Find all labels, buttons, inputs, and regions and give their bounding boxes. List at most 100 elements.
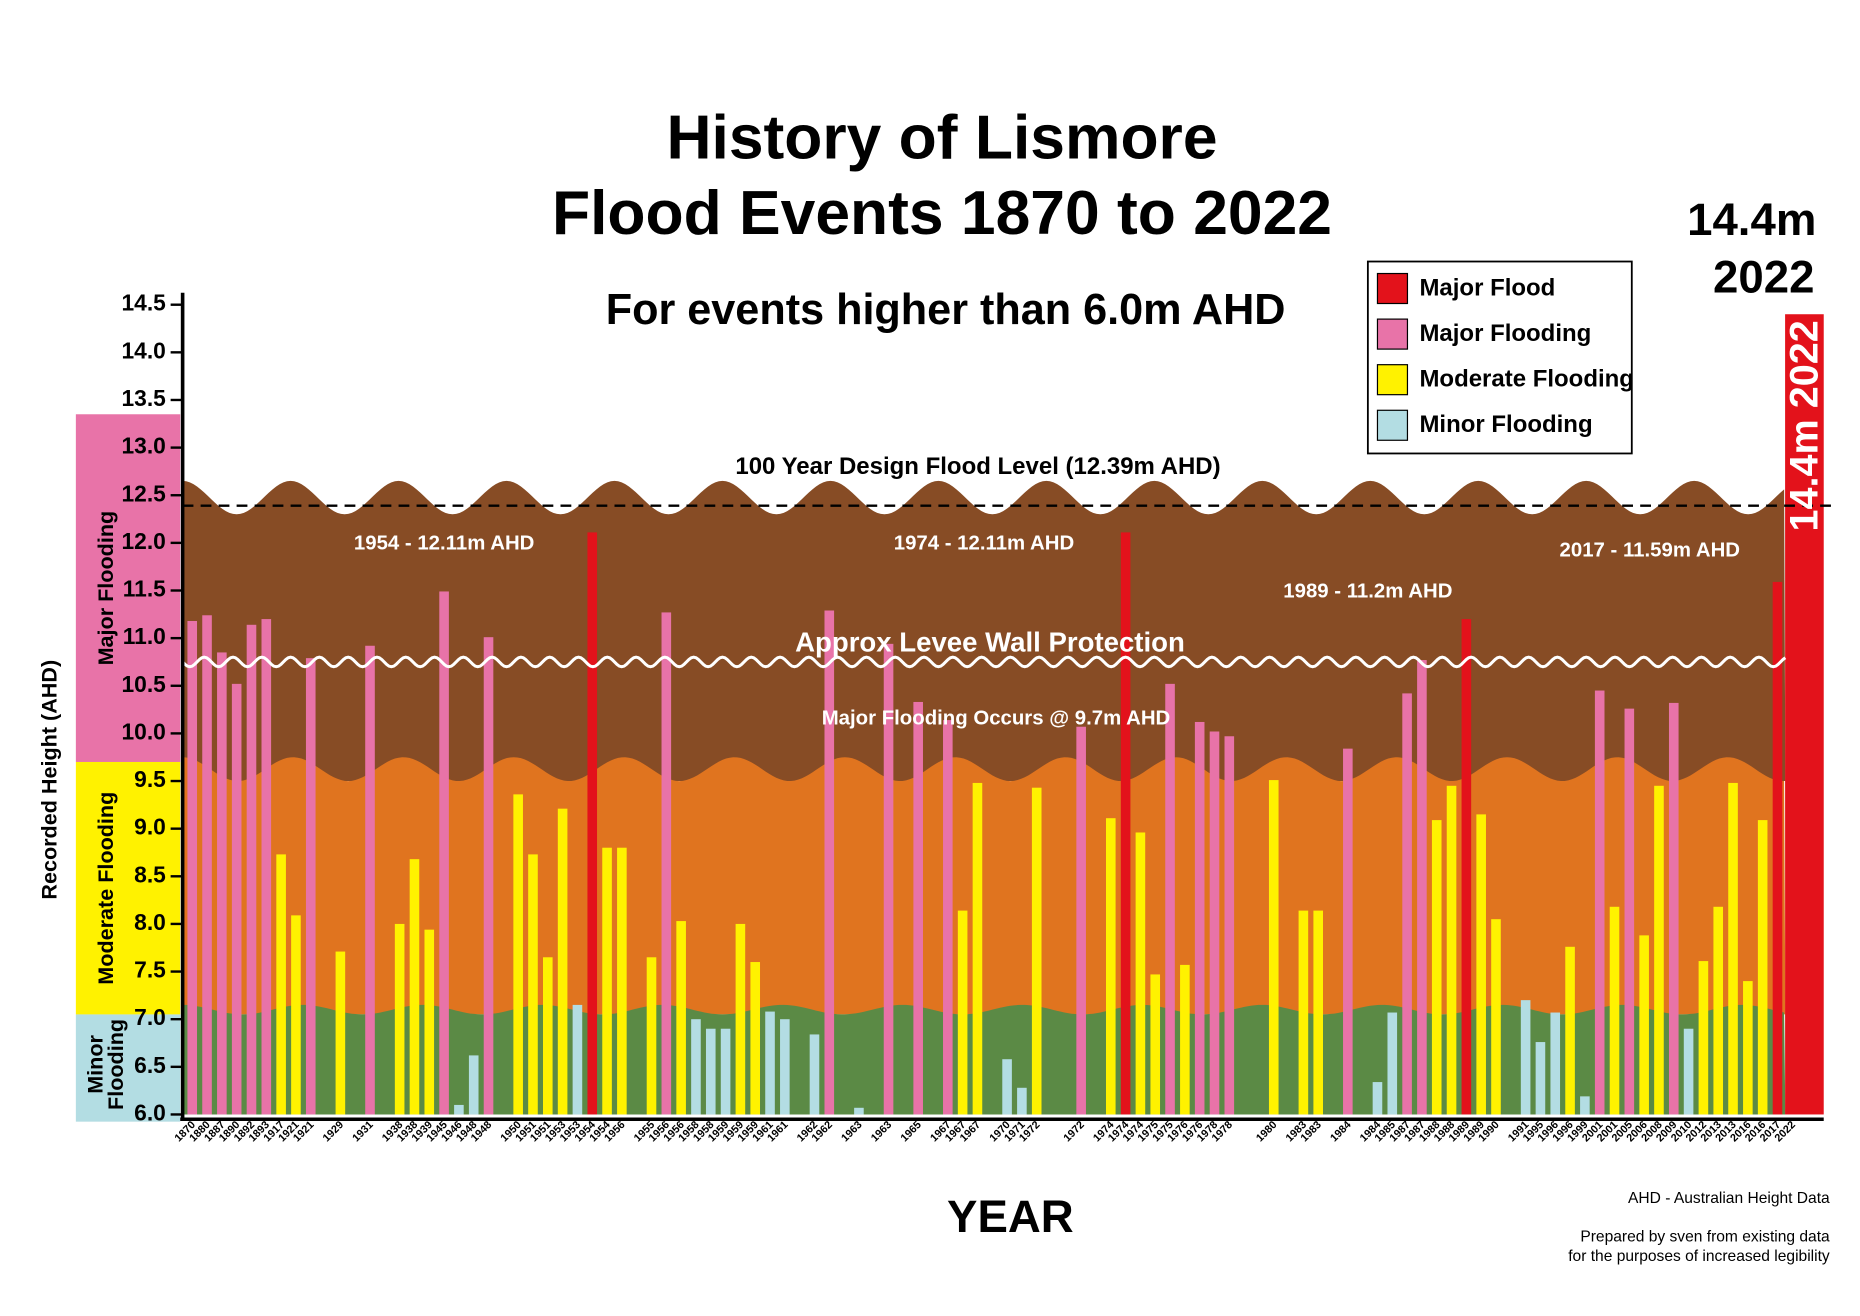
y-tick-label: 10.0 bbox=[121, 718, 165, 744]
bar bbox=[1209, 731, 1220, 1115]
legend-swatch bbox=[1376, 364, 1409, 396]
legend-box bbox=[1366, 260, 1633, 455]
zone-label: Minor bbox=[83, 1034, 108, 1093]
legend-label: Major Flood bbox=[1419, 274, 1555, 301]
y-tick-label: 9.0 bbox=[134, 814, 166, 840]
bar bbox=[661, 612, 672, 1115]
flood-band bbox=[182, 757, 1786, 1015]
bar bbox=[1343, 748, 1353, 1115]
bar bbox=[646, 957, 657, 1115]
bar bbox=[1002, 1059, 1012, 1115]
bar bbox=[1594, 690, 1605, 1115]
y-axis-label: Recorded Height (AHD) bbox=[37, 660, 62, 900]
bar bbox=[394, 923, 405, 1115]
bar-label: 14.4m 2022 bbox=[1783, 320, 1827, 531]
bar bbox=[1520, 1000, 1531, 1115]
zone-label: Flooding bbox=[103, 1019, 128, 1110]
bar bbox=[1491, 919, 1501, 1115]
y-tick-label: 8.0 bbox=[134, 909, 166, 935]
bar bbox=[602, 847, 612, 1115]
zone-box bbox=[75, 1014, 181, 1122]
y-tick-label: 14.5 bbox=[121, 290, 166, 316]
bar bbox=[1372, 1082, 1383, 1115]
bar bbox=[943, 720, 953, 1115]
bar bbox=[1713, 906, 1724, 1115]
bar bbox=[1298, 910, 1309, 1115]
bar bbox=[276, 854, 286, 1115]
y-tick-label: 6.0 bbox=[134, 1099, 166, 1125]
legend-label: Minor Flooding bbox=[1419, 411, 1592, 438]
bar bbox=[1639, 935, 1649, 1115]
bar bbox=[1728, 782, 1738, 1115]
zone-label: Major Flooding bbox=[93, 511, 118, 666]
bar bbox=[291, 915, 301, 1115]
bar bbox=[1417, 660, 1427, 1115]
bar bbox=[305, 658, 316, 1115]
bar bbox=[1683, 1028, 1694, 1115]
bar bbox=[972, 782, 983, 1115]
flood-band bbox=[182, 480, 1786, 782]
bar bbox=[1772, 581, 1783, 1115]
bar bbox=[1698, 961, 1709, 1115]
bar bbox=[1135, 832, 1146, 1115]
annotation: 2017 - 11.59m AHD bbox=[1560, 540, 1740, 562]
bar bbox=[883, 643, 894, 1115]
bar bbox=[439, 591, 449, 1115]
y-tick-label: 6.5 bbox=[134, 1052, 166, 1078]
y-tick-label: 10.5 bbox=[121, 671, 166, 697]
zone-box bbox=[75, 761, 181, 1015]
annotation: 1974 - 12.11m AHD bbox=[894, 532, 1074, 554]
y-tick-label: 11.0 bbox=[123, 623, 166, 649]
record-label: 2022 bbox=[1713, 252, 1814, 303]
bar bbox=[1268, 780, 1279, 1115]
y-tick-label: 14.0 bbox=[121, 337, 165, 363]
bar bbox=[261, 619, 272, 1115]
bar bbox=[246, 624, 257, 1115]
bar bbox=[913, 701, 923, 1115]
bar bbox=[1654, 785, 1664, 1115]
bar bbox=[1580, 1096, 1590, 1115]
bar bbox=[528, 854, 538, 1115]
bar bbox=[217, 652, 227, 1115]
bar bbox=[824, 610, 835, 1115]
bar bbox=[691, 1019, 701, 1115]
bar bbox=[1550, 1012, 1561, 1115]
bar bbox=[1224, 736, 1235, 1115]
bar bbox=[202, 615, 212, 1115]
footnote: Prepared by sven from existing data bbox=[1580, 1229, 1830, 1246]
record-label: 14.4m bbox=[1687, 194, 1816, 245]
bar bbox=[765, 1011, 775, 1115]
bar bbox=[1387, 1012, 1398, 1115]
bar bbox=[720, 1028, 731, 1115]
bar bbox=[468, 1055, 479, 1115]
annotation: 1989 - 11.2m AHD bbox=[1283, 580, 1452, 602]
bar bbox=[187, 620, 198, 1115]
bar bbox=[676, 921, 686, 1115]
bar bbox=[1165, 683, 1175, 1115]
bar bbox=[1105, 818, 1116, 1115]
bar bbox=[454, 1104, 464, 1115]
bar bbox=[750, 962, 761, 1115]
y-tick-label: 11.5 bbox=[123, 576, 166, 602]
bar bbox=[1150, 974, 1161, 1115]
annotation: Major Flooding Occurs @ 9.7m AHD bbox=[822, 708, 1171, 730]
bar bbox=[1313, 910, 1324, 1115]
bars bbox=[187, 314, 1824, 1115]
bar bbox=[735, 923, 746, 1115]
y-tick-label: 9.5 bbox=[134, 766, 166, 792]
bar bbox=[1120, 532, 1131, 1115]
bar bbox=[1476, 814, 1486, 1115]
bar bbox=[1565, 946, 1575, 1115]
bar bbox=[1535, 1042, 1546, 1115]
bar bbox=[1031, 787, 1042, 1115]
y-tick-label: 13.5 bbox=[121, 385, 166, 411]
bar bbox=[557, 808, 568, 1115]
bar bbox=[780, 1019, 790, 1115]
overlay: Major Flooding Moderate Flooding MinorFloo… bbox=[83, 260, 1839, 1144]
legend-swatch bbox=[1376, 272, 1409, 305]
bar bbox=[957, 910, 968, 1115]
y-tick-label: 8.5 bbox=[134, 861, 166, 887]
y-tick-label: 13.0 bbox=[121, 433, 165, 459]
bar bbox=[231, 683, 242, 1115]
